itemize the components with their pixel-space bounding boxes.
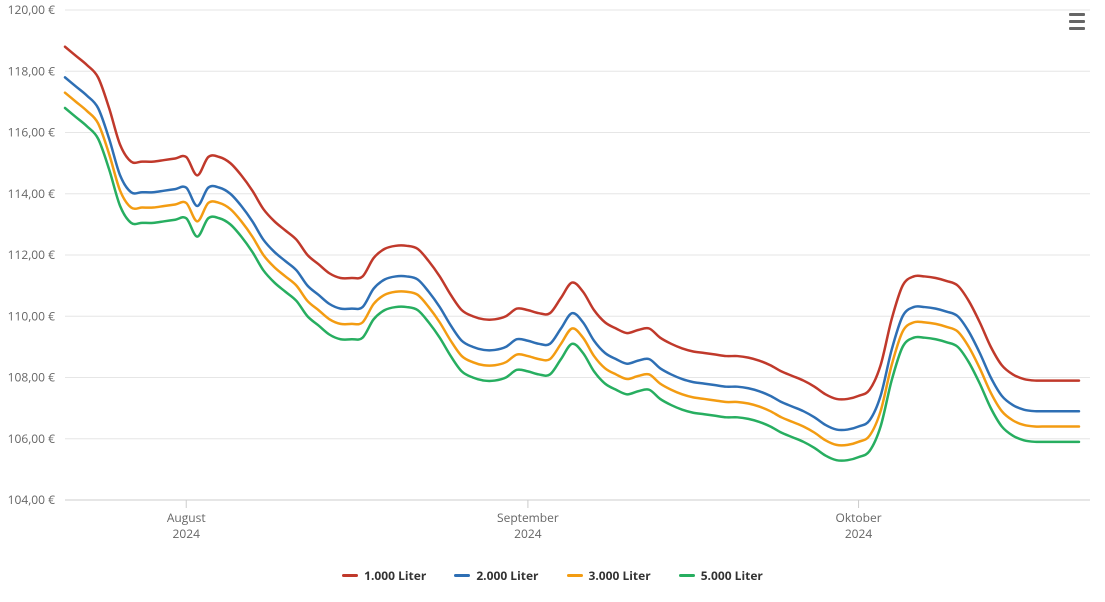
x-tick-year: 2024 (173, 525, 201, 542)
legend-swatch (567, 574, 583, 577)
price-chart: 104,00 € 106,00 € 108,00 € 110,00 € 112,00 €… (0, 0, 1105, 602)
y-tick-label: 114,00 € (8, 185, 56, 202)
legend-swatch (342, 574, 358, 577)
legend-label: 3.000 Liter (589, 567, 651, 584)
series-line (65, 93, 1079, 446)
legend-item[interactable]: 3.000 Liter (567, 567, 651, 584)
y-tick-label: 104,00 € (8, 491, 56, 508)
legend-item[interactable]: 1.000 Liter (342, 567, 426, 584)
x-tick-month: Oktober (835, 509, 881, 526)
chart-canvas: 104,00 € 106,00 € 108,00 € 110,00 € 112,00 €… (0, 0, 1105, 560)
y-tick-label: 106,00 € (8, 430, 56, 447)
legend-label: 1.000 Liter (364, 567, 426, 584)
legend-item[interactable]: 5.000 Liter (679, 567, 763, 584)
legend-label: 5.000 Liter (701, 567, 763, 584)
legend: 1.000 Liter 2.000 Liter 3.000 Liter 5.000 L… (0, 567, 1105, 584)
x-tick-year: 2024 (845, 525, 873, 542)
chart-menu-button[interactable] (1063, 8, 1091, 34)
legend-item[interactable]: 2.000 Liter (454, 567, 538, 584)
x-tick-year: 2024 (514, 525, 542, 542)
x-tick-month: August (167, 509, 206, 526)
legend-label: 2.000 Liter (476, 567, 538, 584)
y-tick-label: 110,00 € (8, 307, 56, 324)
y-tick-label: 108,00 € (8, 369, 56, 386)
y-tick-label: 116,00 € (8, 124, 56, 141)
series-line (65, 108, 1079, 461)
y-tick-label: 112,00 € (8, 246, 56, 263)
series-line (65, 47, 1079, 400)
legend-swatch (679, 574, 695, 577)
y-tick-label: 118,00 € (8, 62, 56, 79)
legend-swatch (454, 574, 470, 577)
y-tick-label: 120,00 € (8, 1, 56, 18)
x-tick-month: September (497, 509, 559, 526)
